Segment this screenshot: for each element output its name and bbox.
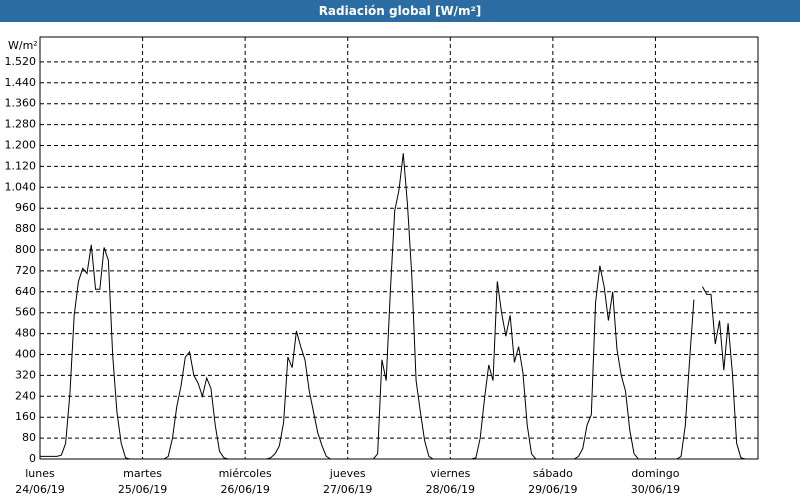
x-tick-label: martes — [123, 467, 162, 480]
x-tick-date: 28/06/19 — [426, 483, 475, 496]
y-tick-label: 560 — [15, 306, 36, 319]
y-unit: W/m² — [8, 39, 38, 52]
y-tick-label: 880 — [15, 222, 36, 235]
y-tick-label: 400 — [15, 348, 36, 361]
x-tick-date: 29/06/19 — [528, 483, 577, 496]
y-tick-label: 960 — [15, 201, 36, 214]
y-tick-label: 240 — [15, 389, 36, 402]
y-tick-label: 1.520 — [5, 55, 37, 68]
y-tick-label: 160 — [15, 410, 36, 423]
y-tick-label: 480 — [15, 327, 36, 340]
y-tick-label: 1.040 — [5, 180, 37, 193]
x-tick-date: 24/06/19 — [15, 483, 64, 496]
x-tick-date: 27/06/19 — [323, 483, 372, 496]
y-tick-label: 800 — [15, 243, 36, 256]
y-tick-label: 1.360 — [5, 97, 37, 110]
plot-area — [39, 36, 759, 460]
y-tick-label: 640 — [15, 285, 36, 298]
x-tick-label: viernes — [430, 467, 470, 480]
x-tick-label: miércoles — [219, 467, 272, 480]
y-tick-label: 1.440 — [5, 76, 37, 89]
x-tick-label: jueves — [329, 467, 366, 480]
data-line — [40, 153, 754, 460]
y-tick-label: 1.280 — [5, 118, 37, 131]
y-tick-label: 320 — [15, 368, 36, 381]
y-tick-label: 80 — [22, 431, 36, 444]
x-tick-label: domingo — [631, 467, 679, 480]
y-tick-label: 1.200 — [5, 139, 37, 152]
x-tick-label: lunes — [25, 467, 55, 480]
x-tick-date: 30/06/19 — [631, 483, 680, 496]
y-tick-label: 720 — [15, 264, 36, 277]
x-tick-label: sábado — [533, 467, 573, 480]
x-tick-date: 26/06/19 — [220, 483, 269, 496]
x-tick-date: 25/06/19 — [118, 483, 167, 496]
y-tick-label: 0 — [29, 452, 36, 465]
chart-title: Radiación global [W/m²] — [0, 0, 800, 22]
y-tick-label: 1.120 — [5, 159, 37, 172]
